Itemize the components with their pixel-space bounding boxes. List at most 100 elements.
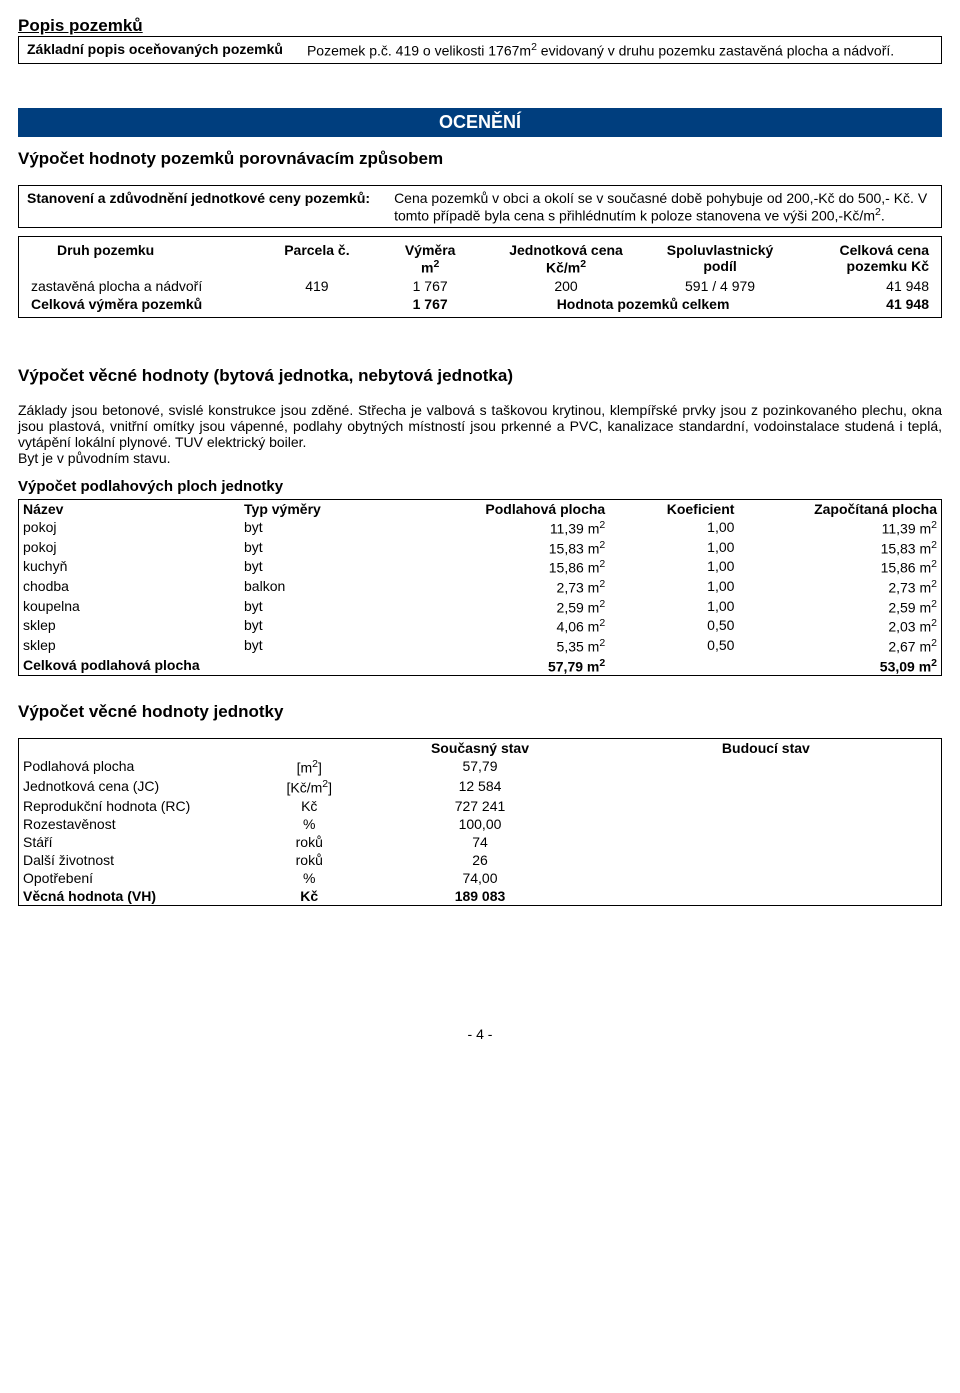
fr-typ: byt: [240, 557, 434, 577]
vr-unit: [m2]: [249, 757, 369, 777]
fr-plocha: 11,39 m2: [434, 518, 609, 538]
floor-row: sklepbyt4,06 m20,502,03 m2: [19, 616, 942, 636]
vt-val: 189 083: [369, 887, 591, 906]
fr-typ: byt: [240, 518, 434, 538]
popis-text-pre: Pozemek p.č. 419 o velikosti 1767m: [307, 43, 531, 59]
fh-plocha: Podlahová plocha: [434, 499, 609, 518]
val-row: Jednotková cena (JC)[Kč/m2]12 584: [19, 777, 942, 797]
val-row: Podlahová plocha[m2]57,79: [19, 757, 942, 777]
fh-nazev: Název: [19, 499, 241, 518]
val-row: Stáříroků74: [19, 833, 942, 851]
stanoveni-text: Cena pozemků v obci a okolí se v současn…: [394, 190, 933, 224]
fr-plocha: 4,06 m2: [434, 616, 609, 636]
popis-box: Základní popis oceňovaných pozemků Pozem…: [18, 36, 942, 64]
section-popis: Popis pozemků Základní popis oceňovaných…: [18, 16, 942, 64]
total-celk: 41 948: [797, 295, 933, 313]
fr-typ: byt: [240, 538, 434, 558]
vr-unit: Kč: [249, 797, 369, 815]
fr-plocha: 2,73 m2: [434, 577, 609, 597]
floor-header-row: Název Typ výměry Podlahová plocha Koefic…: [19, 499, 942, 518]
cell-celk: 41 948: [797, 277, 933, 295]
stanoveni-label: Stanovení a zdůvodnění jednotkové ceny p…: [27, 190, 370, 224]
fr-nazev: sklep: [19, 636, 241, 656]
vh-budouci: Budoucí stav: [591, 739, 942, 758]
fh-typ: Typ výměry: [240, 499, 434, 518]
fr-zapoc: 2,67 m2: [738, 636, 941, 656]
floor-total-row: Celková podlahová plocha 57,79 m2 53,09 …: [19, 656, 942, 676]
floor-row: chodbabalkon2,73 m21,002,73 m2: [19, 577, 942, 597]
total-label: Celková výměra pozemků: [27, 295, 263, 313]
vr-val: 12 584: [369, 777, 591, 797]
val-row: Opotřebení%74,00: [19, 869, 942, 887]
hdr-celk: Celková cena pozemku Kč: [797, 241, 933, 277]
vt-label: Věcná hodnota (VH): [19, 887, 250, 906]
fr-nazev: kuchyň: [19, 557, 241, 577]
fr-typ: byt: [240, 597, 434, 617]
fr-zapoc: 15,86 m2: [738, 557, 941, 577]
vr-label: Opotřebení: [19, 869, 250, 887]
val-row: Rozestavěnost%100,00: [19, 815, 942, 833]
floor-title: Výpočet podlahových ploch jednotky: [18, 478, 942, 495]
popis-text-post: evidovaný v druhu pozemku zastavěná ploc…: [537, 43, 894, 59]
stanoveni-pre: Cena pozemků v obci a okolí se v současn…: [394, 190, 927, 224]
vr-val: 57,79: [369, 757, 591, 777]
vt-unit: Kč: [249, 887, 369, 906]
hdr-parcela: Parcela č.: [263, 241, 372, 277]
fr-zapoc: 2,73 m2: [738, 577, 941, 597]
land-table-box: Druh pozemku Parcela č. Výměra m2 Jednot…: [18, 236, 942, 318]
fh-koef: Koeficient: [609, 499, 738, 518]
val-title: Výpočet věcné hodnoty jednotky: [18, 702, 942, 722]
fr-nazev: sklep: [19, 616, 241, 636]
ft-plocha: 57,79 m2: [434, 656, 609, 676]
fr-typ: balkon: [240, 577, 434, 597]
fr-zapoc: 11,39 m2: [738, 518, 941, 538]
vr-val: 100,00: [369, 815, 591, 833]
cell-spolu: 591 / 4 979: [643, 277, 797, 295]
vr-label: Další životnost: [19, 851, 250, 869]
fr-plocha: 15,83 m2: [434, 538, 609, 558]
cell-vymera: 1 767: [371, 277, 489, 295]
vr-unit: %: [249, 815, 369, 833]
cell-druh: zastavěná plocha a nádvoří: [27, 277, 263, 295]
fr-koef: 1,00: [609, 518, 738, 538]
land-header-row: Druh pozemku Parcela č. Výměra m2 Jednot…: [27, 241, 933, 277]
fr-koef: 1,00: [609, 577, 738, 597]
page-number: - 4 -: [18, 1026, 942, 1042]
stanoveni-post: .: [881, 207, 885, 223]
hdr-druh: Druh pozemku: [27, 241, 263, 277]
vr-unit: roků: [249, 833, 369, 851]
vecna-text2: Byt je v původním stavu.: [18, 450, 942, 466]
fr-zapoc: 2,59 m2: [738, 597, 941, 617]
floor-row: sklepbyt5,35 m20,502,67 m2: [19, 636, 942, 656]
land-row: zastavěná plocha a nádvoří 419 1 767 200…: [27, 277, 933, 295]
vh-soucasny: Současný stav: [369, 739, 591, 758]
fr-typ: byt: [240, 636, 434, 656]
vecna-text: Základy jsou betonové, svislé konstrukce…: [18, 402, 942, 450]
land-table: Druh pozemku Parcela č. Výměra m2 Jednot…: [27, 241, 933, 313]
fr-nazev: pokoj: [19, 518, 241, 538]
popis-title: Popis pozemků: [18, 16, 942, 36]
fr-zapoc: 15,83 m2: [738, 538, 941, 558]
fr-typ: byt: [240, 616, 434, 636]
popis-label: Základní popis oceňovaných pozemků: [27, 41, 283, 59]
oceneni-banner: OCENĚNÍ: [18, 108, 942, 137]
floor-row: pokojbyt11,39 m21,0011,39 m2: [19, 518, 942, 538]
fr-koef: 1,00: [609, 557, 738, 577]
vr-label: Rozestavěnost: [19, 815, 250, 833]
fr-koef: 0,50: [609, 616, 738, 636]
fr-nazev: chodba: [19, 577, 241, 597]
fr-koef: 1,00: [609, 597, 738, 617]
vr-unit: roků: [249, 851, 369, 869]
floor-row: kuchyňbyt15,86 m21,0015,86 m2: [19, 557, 942, 577]
fr-koef: 0,50: [609, 636, 738, 656]
fr-plocha: 2,59 m2: [434, 597, 609, 617]
vr-unit: %: [249, 869, 369, 887]
land-total-row: Celková výměra pozemků 1 767 Hodnota poz…: [27, 295, 933, 313]
floor-row: koupelnabyt2,59 m21,002,59 m2: [19, 597, 942, 617]
vr-val: 74: [369, 833, 591, 851]
cell-jedn: 200: [489, 277, 643, 295]
val-total-row: Věcná hodnota (VH) Kč 189 083: [19, 887, 942, 906]
val-header-row: Současný stav Budoucí stav: [19, 739, 942, 758]
fr-zapoc: 2,03 m2: [738, 616, 941, 636]
vypocet-pozemku-title: Výpočet hodnoty pozemků porovnávacím způ…: [18, 149, 942, 169]
